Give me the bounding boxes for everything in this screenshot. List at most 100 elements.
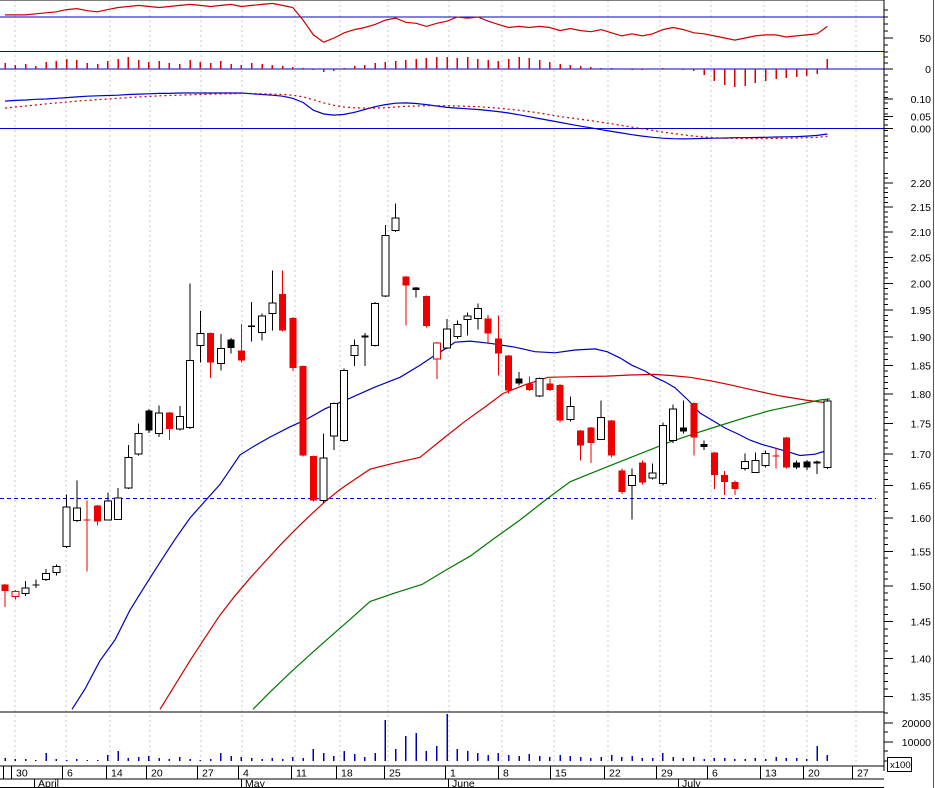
oscillator-histogram [4,57,829,87]
svg-text:June: June [452,778,475,788]
candle [505,355,513,391]
candle [32,584,40,586]
svg-text:6: 6 [712,768,718,780]
candle [473,307,482,320]
svg-text:20000: 20000 [902,718,931,730]
candle [175,416,184,430]
candle [721,474,729,482]
svg-text:2.00: 2.00 [911,278,932,290]
month-axis: April May June July [34,778,701,788]
svg-text:1.70: 1.70 [911,449,932,461]
candle [803,461,811,468]
svg-text:50: 50 [919,33,931,45]
candle [761,453,770,466]
rsi-line [5,2,828,43]
candle [216,347,225,365]
svg-text:2.15: 2.15 [911,202,932,214]
svg-text:May: May [245,778,266,788]
candle [207,332,215,363]
candle [751,459,760,473]
candle [289,318,297,369]
date-axis[interactable]: 30 6 14 20 27 4 11 18 25 1 8 15 22 29 6 13 20 27 [3,766,869,780]
candle [731,481,739,489]
candle [577,430,585,446]
svg-text:1.65: 1.65 [911,481,932,493]
candle [741,461,750,470]
svg-text:April: April [38,778,59,788]
candle [268,302,277,315]
candle [402,276,410,286]
candle [52,566,61,574]
svg-text:13: 13 [765,768,777,780]
candle [371,302,380,346]
candle [546,383,554,390]
candle [823,400,832,468]
svg-text:14: 14 [111,768,123,780]
svg-text:1.35: 1.35 [911,692,932,704]
svg-text:July: July [682,778,701,788]
candle [423,296,430,327]
candle [782,437,790,468]
candle [680,427,687,432]
candle [813,461,821,464]
volume-histogram [4,714,829,761]
candle [42,572,51,581]
candle [525,383,533,390]
candle [62,506,71,548]
price-axis[interactable]: 50 0 0.10 0.050.00 2.20 2.15 2.10 2.05 2.00 1.95 1… [883,0,932,771]
candle [432,342,441,360]
svg-text:1.95: 1.95 [911,305,932,317]
candle [628,475,637,487]
ma-mid-red [159,373,828,710]
candle [710,452,718,475]
candle [453,324,462,338]
candle [648,472,657,479]
candle [669,408,678,442]
candle [196,332,205,347]
candle [350,345,359,357]
candle [103,500,112,521]
candle [412,287,420,291]
candle [227,339,235,348]
candle [443,328,451,349]
svg-text:10000: 10000 [902,737,931,749]
candle [391,217,400,231]
candle [556,384,564,421]
svg-text:1.60: 1.60 [911,513,932,525]
candle [134,432,143,455]
svg-text:0: 0 [925,64,931,76]
svg-text:4: 4 [243,768,249,780]
candle [690,402,698,438]
candle [515,378,523,384]
level-lines [0,16,884,499]
svg-text:8: 8 [503,768,509,780]
candle [309,456,317,501]
svg-text:30: 30 [16,768,28,780]
svg-text:1.40: 1.40 [911,653,932,665]
svg-text:22: 22 [609,768,621,780]
candle [340,369,349,442]
svg-text:27: 27 [857,768,869,780]
candle [94,505,101,522]
candlestick-series [1,203,832,608]
candle [166,412,173,430]
svg-text:15: 15 [555,768,567,780]
svg-text:1: 1 [450,768,456,780]
candle [11,591,20,597]
candle [1,584,9,591]
candle [361,335,369,338]
svg-text:29: 29 [661,768,673,780]
ma-long-green [252,398,831,710]
candle [299,365,307,456]
candle [83,519,91,521]
price-plot-area[interactable] [0,160,876,712]
svg-text:25: 25 [389,768,401,780]
candle [248,325,256,327]
candle [587,427,595,444]
candle [597,417,606,440]
svg-text:1.50: 1.50 [911,581,932,593]
svg-text:27: 27 [202,768,214,780]
